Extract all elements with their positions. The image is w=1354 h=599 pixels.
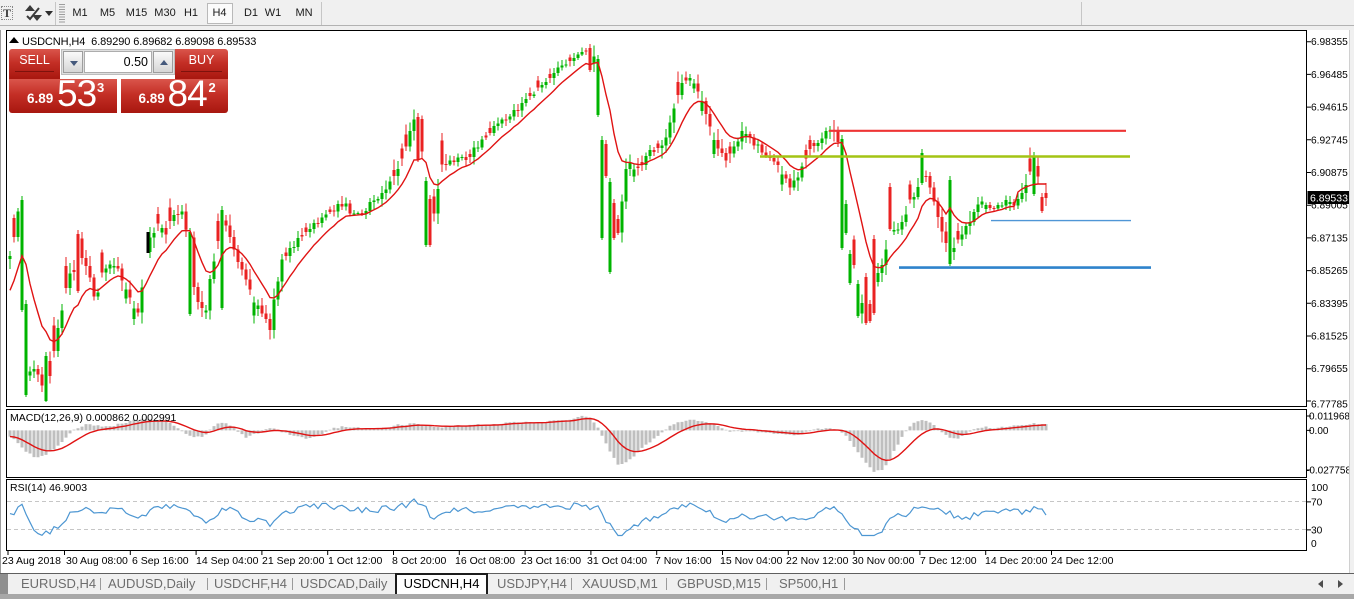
svg-text:100: 100 bbox=[1311, 483, 1328, 494]
svg-text:0: 0 bbox=[1311, 539, 1317, 550]
svg-text:6.98355: 6.98355 bbox=[1311, 37, 1348, 48]
svg-text:24 Dec 12:00: 24 Dec 12:00 bbox=[1051, 555, 1114, 567]
svg-text:30 Nov 00:00: 30 Nov 00:00 bbox=[852, 555, 915, 567]
svg-text:6 Sep 16:00: 6 Sep 16:00 bbox=[132, 555, 189, 567]
svg-text:31 Oct 04:00: 31 Oct 04:00 bbox=[587, 555, 647, 567]
svg-text:6.85265: 6.85265 bbox=[1311, 266, 1348, 277]
svg-text:0.00: 0.00 bbox=[1309, 426, 1329, 437]
svg-text:70: 70 bbox=[1311, 497, 1323, 508]
svg-text:0.011968: 0.011968 bbox=[1309, 412, 1350, 423]
svg-text:RSI(14) 46.9003: RSI(14) 46.9003 bbox=[10, 482, 87, 494]
svg-text:-0.027758: -0.027758 bbox=[1306, 466, 1351, 477]
svg-text:6.94615: 6.94615 bbox=[1311, 103, 1348, 114]
svg-text:MACD(12,26,9) 0.000862 0.00299: MACD(12,26,9) 0.000862 0.002991 bbox=[10, 412, 177, 424]
svg-text:6.90875: 6.90875 bbox=[1311, 168, 1348, 179]
svg-text:23 Oct 16:00: 23 Oct 16:00 bbox=[521, 555, 581, 567]
svg-text:6.83395: 6.83395 bbox=[1311, 299, 1348, 310]
svg-text:14 Dec 20:00: 14 Dec 20:00 bbox=[985, 555, 1048, 567]
svg-text:1 Oct 12:00: 1 Oct 12:00 bbox=[328, 555, 382, 567]
svg-text:21 Sep 20:00: 21 Sep 20:00 bbox=[262, 555, 325, 567]
svg-text:8 Oct 20:00: 8 Oct 20:00 bbox=[392, 555, 446, 567]
svg-text:6.87135: 6.87135 bbox=[1311, 233, 1348, 244]
svg-text:30 Aug 08:00: 30 Aug 08:00 bbox=[66, 555, 128, 567]
svg-text:30: 30 bbox=[1311, 525, 1323, 536]
svg-text:6.81525: 6.81525 bbox=[1311, 332, 1348, 343]
svg-text:23 Aug 2018: 23 Aug 2018 bbox=[2, 555, 61, 567]
svg-text:16 Oct 08:00: 16 Oct 08:00 bbox=[455, 555, 515, 567]
svg-text:6.89005: 6.89005 bbox=[1311, 201, 1348, 212]
svg-text:14 Sep 04:00: 14 Sep 04:00 bbox=[196, 555, 259, 567]
svg-text:7 Nov 16:00: 7 Nov 16:00 bbox=[655, 555, 712, 567]
svg-text:6.77785: 6.77785 bbox=[1311, 400, 1348, 411]
svg-text:7 Dec 12:00: 7 Dec 12:00 bbox=[920, 555, 977, 567]
svg-text:15 Nov 04:00: 15 Nov 04:00 bbox=[720, 555, 783, 567]
svg-text:6.96485: 6.96485 bbox=[1311, 70, 1348, 81]
svg-text:6.89533: 6.89533 bbox=[1310, 193, 1348, 205]
svg-text:6.92745: 6.92745 bbox=[1311, 135, 1348, 146]
svg-text:22 Nov 12:00: 22 Nov 12:00 bbox=[786, 555, 849, 567]
svg-text:6.79655: 6.79655 bbox=[1311, 364, 1348, 375]
